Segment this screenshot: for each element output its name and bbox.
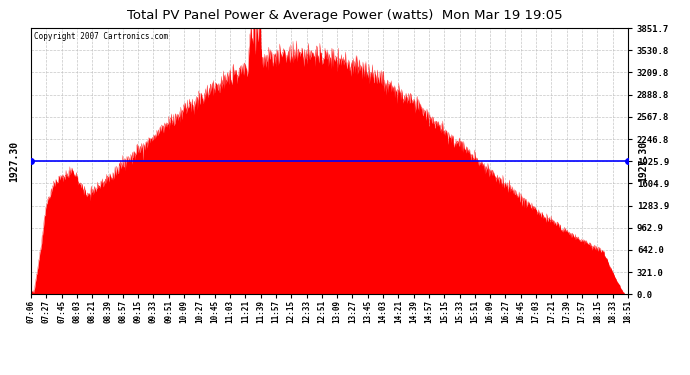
Text: Copyright 2007 Cartronics.com: Copyright 2007 Cartronics.com [34,32,168,41]
Text: Total PV Panel Power & Average Power (watts)  Mon Mar 19 19:05: Total PV Panel Power & Average Power (wa… [127,9,563,22]
Text: 1927.30: 1927.30 [10,141,19,182]
Text: 1927.30: 1927.30 [638,141,648,182]
